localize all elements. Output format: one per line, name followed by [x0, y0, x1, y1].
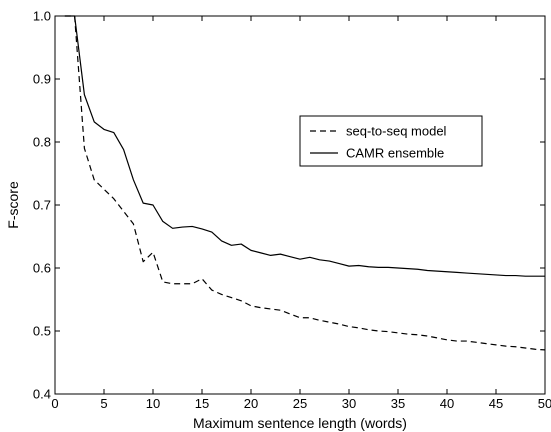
x-tick-label: 50 — [538, 396, 551, 411]
plot-area — [64, 15, 546, 351]
x-tick-label: 0 — [51, 396, 58, 411]
y-tick-label: 0.7 — [33, 198, 51, 213]
y-tick-label: 0.4 — [33, 387, 51, 402]
x-tick-label: 15 — [195, 396, 209, 411]
y-axis-label: F-score — [5, 181, 21, 229]
y-tick-label: 0.5 — [33, 324, 51, 339]
y-tick-label: 0.6 — [33, 261, 51, 276]
x-tick-label: 20 — [244, 396, 258, 411]
x-tick-label: 30 — [342, 396, 356, 411]
x-tick-label: 10 — [146, 396, 160, 411]
y-tick-label: 0.9 — [33, 72, 51, 87]
x-tick-label: 45 — [489, 396, 503, 411]
legend-label-camr: CAMR ensemble — [346, 146, 444, 161]
x-axis-label: Maximum sentence length (words) — [193, 415, 407, 431]
plot-frame — [54, 15, 546, 395]
y-tick-label: 1.0 — [33, 9, 51, 24]
series-line-seq-to-seq — [64, 15, 546, 351]
legend-box — [299, 115, 483, 167]
x-tick-label: 5 — [100, 396, 107, 411]
x-tick-label: 35 — [391, 396, 405, 411]
series-line-camr-ensemble — [64, 15, 545, 277]
axes — [54, 15, 546, 395]
y-tick-label: 0.8 — [33, 135, 51, 150]
x-tick-label: 25 — [293, 396, 307, 411]
x-tick-label: 40 — [440, 396, 454, 411]
legend: seq-to-seq model CAMR ensemble — [299, 115, 483, 167]
ticks: 0 5 10 15 20 25 30 35 40 45 50 0.4 0.5 0.6 0.7 0.8 0.9 1.… — [33, 9, 551, 412]
legend-label-seq-to-seq: seq-to-seq model — [346, 124, 447, 139]
